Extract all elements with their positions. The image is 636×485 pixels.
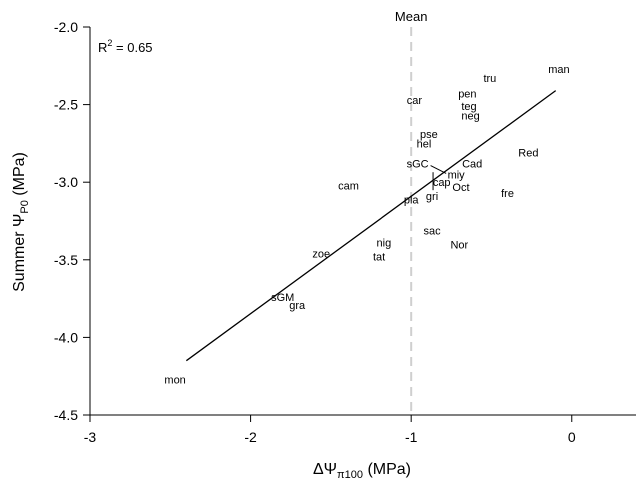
point-label-sgc: sGC	[407, 159, 429, 171]
point-label-cad: Cad	[462, 159, 482, 171]
y-tick-label: -3.0	[54, 174, 78, 190]
point-label-hel: hel	[417, 138, 432, 150]
point-label-zoe: zoe	[312, 249, 330, 261]
leader-line	[430, 165, 447, 174]
mean-label: Mean	[395, 9, 428, 24]
y-tick-label: -3.5	[54, 252, 78, 268]
point-label-cap: cap	[433, 177, 451, 189]
point-label-nig: nig	[377, 238, 392, 250]
point-label-mon: mon	[164, 374, 185, 386]
point-label-red: Red	[518, 148, 538, 160]
point-label-gra: gra	[289, 300, 306, 312]
point-label-cam: cam	[338, 180, 359, 192]
point-label-neg: neg	[461, 110, 479, 122]
point-label-pse: pse	[420, 129, 438, 141]
point-label-man: man	[548, 64, 569, 76]
y-tick-label: -4.0	[54, 329, 78, 345]
x-tick-label: -1	[405, 429, 418, 445]
point-label-teg: teg	[461, 101, 476, 113]
x-tick-label: 0	[568, 429, 576, 445]
point-label-tat: tat	[373, 252, 385, 264]
point-label-miy: miy	[448, 169, 466, 181]
y-tick-label: -2.5	[54, 97, 78, 113]
point-label-nor: Nor	[450, 239, 468, 251]
point-label-car: car	[407, 95, 423, 107]
y-tick-label: -4.5	[54, 407, 78, 423]
point-label-sac: sac	[423, 225, 441, 237]
point-label-gri: gri	[426, 191, 438, 203]
x-tick-label: -2	[244, 429, 257, 445]
x-axis-title: ΔΨπ100 (MPa)	[313, 461, 411, 481]
point-label-fre: fre	[501, 188, 514, 200]
r-squared-annotation: R2 = 0.65	[98, 38, 153, 55]
point-label-pen: pen	[458, 89, 476, 101]
point-label-oct: Oct	[452, 182, 469, 194]
regression-line	[185, 90, 557, 362]
point-label-sgm: sGM	[271, 292, 294, 304]
x-tick-label: -3	[84, 429, 97, 445]
y-tick-label: -2.0	[54, 19, 78, 35]
y-axis-title: Summer ΨP0 (MPa)	[11, 152, 31, 292]
point-label-pla: pla	[404, 194, 420, 206]
point-label-tru: tru	[483, 73, 496, 85]
